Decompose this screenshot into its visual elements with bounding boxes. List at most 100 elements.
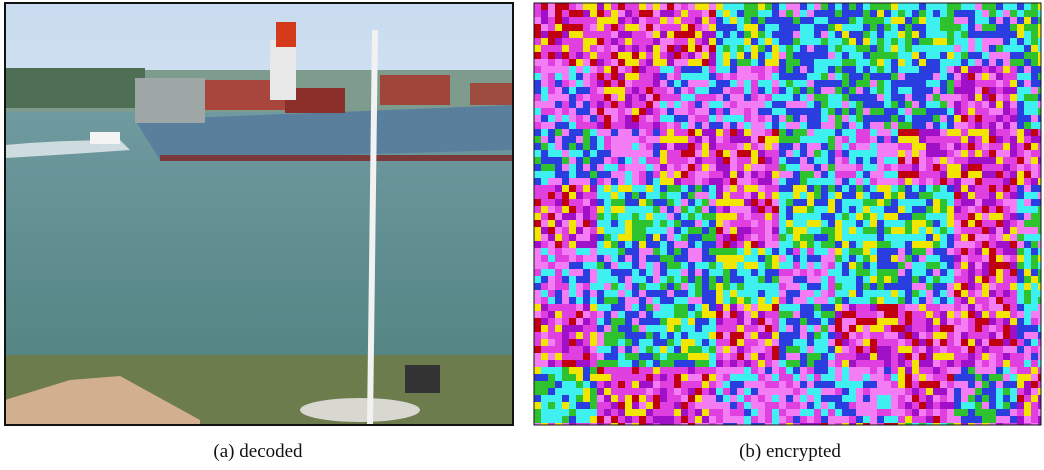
noise-cell xyxy=(709,192,716,199)
noise-cell xyxy=(576,220,583,227)
noise-cell xyxy=(765,150,772,157)
noise-cell xyxy=(961,87,968,94)
noise-cell xyxy=(681,150,688,157)
noise-cell xyxy=(632,129,639,136)
noise-cell xyxy=(632,192,639,199)
noise-cell xyxy=(653,213,660,220)
noise-cell xyxy=(961,374,968,381)
noise-cell xyxy=(751,234,758,241)
noise-cell xyxy=(744,227,751,234)
noise-cell xyxy=(618,409,625,416)
noise-cell xyxy=(569,31,576,38)
noise-cell xyxy=(870,122,877,129)
noise-cell xyxy=(772,115,779,122)
noise-cell xyxy=(1031,297,1038,304)
noise-cell xyxy=(863,115,870,122)
noise-cell xyxy=(898,101,905,108)
noise-cell xyxy=(674,136,681,143)
noise-cell xyxy=(821,59,828,66)
noise-cell xyxy=(975,213,982,220)
noise-cell xyxy=(716,150,723,157)
noise-cell xyxy=(1024,164,1031,171)
noise-cell xyxy=(709,276,716,283)
noise-cell xyxy=(989,255,996,262)
noise-cell xyxy=(723,157,730,164)
noise-cell xyxy=(828,381,835,388)
noise-cell xyxy=(779,241,786,248)
noise-cell xyxy=(765,73,772,80)
noise-cell xyxy=(898,136,905,143)
noise-cell xyxy=(793,171,800,178)
noise-cell xyxy=(618,31,625,38)
noise-cell xyxy=(660,388,667,395)
noise-cell xyxy=(1010,3,1017,10)
noise-cell xyxy=(723,101,730,108)
noise-cell xyxy=(1003,115,1010,122)
noise-cell xyxy=(800,94,807,101)
noise-cell xyxy=(947,248,954,255)
noise-cell xyxy=(940,73,947,80)
noise-cell xyxy=(968,185,975,192)
noise-cell xyxy=(1024,262,1031,269)
noise-cell xyxy=(716,87,723,94)
noise-cell xyxy=(905,24,912,31)
noise-cell xyxy=(611,220,618,227)
noise-cell xyxy=(548,206,555,213)
noise-cell xyxy=(765,80,772,87)
noise-cell xyxy=(548,80,555,87)
noise-cell xyxy=(989,171,996,178)
noise-cell xyxy=(1031,388,1038,395)
noise-cell xyxy=(814,381,821,388)
noise-cell xyxy=(793,402,800,409)
noise-cell xyxy=(751,52,758,59)
noise-cell xyxy=(933,346,940,353)
noise-cell xyxy=(1003,402,1010,409)
noise-cell xyxy=(989,262,996,269)
noise-cell xyxy=(744,416,751,423)
noise-cell xyxy=(982,213,989,220)
noise-cell xyxy=(968,213,975,220)
noise-cell xyxy=(912,332,919,339)
noise-cell xyxy=(583,80,590,87)
noise-cell xyxy=(604,17,611,24)
noise-cell xyxy=(975,339,982,346)
decoded-image xyxy=(5,3,513,425)
noise-cell xyxy=(989,24,996,31)
noise-cell xyxy=(975,192,982,199)
noise-cell xyxy=(926,234,933,241)
noise-cell xyxy=(1031,108,1038,115)
noise-cell xyxy=(639,255,646,262)
noise-cell xyxy=(814,178,821,185)
noise-cell xyxy=(884,80,891,87)
noise-cell xyxy=(562,227,569,234)
noise-cell xyxy=(688,157,695,164)
noise-cell xyxy=(548,164,555,171)
noise-cell xyxy=(667,416,674,423)
noise-cell xyxy=(800,283,807,290)
noise-cell xyxy=(1031,94,1038,101)
noise-cell xyxy=(926,24,933,31)
noise-cell xyxy=(1024,171,1031,178)
noise-cell xyxy=(555,262,562,269)
noise-cell xyxy=(912,101,919,108)
noise-cell xyxy=(730,395,737,402)
noise-cell xyxy=(555,24,562,31)
noise-cell xyxy=(562,59,569,66)
noise-cell xyxy=(681,108,688,115)
noise-cell xyxy=(674,297,681,304)
noise-cell xyxy=(828,360,835,367)
noise-cell xyxy=(905,136,912,143)
noise-cell xyxy=(548,178,555,185)
noise-cell xyxy=(905,17,912,24)
noise-cell xyxy=(975,80,982,87)
noise-cell xyxy=(821,227,828,234)
noise-cell xyxy=(604,101,611,108)
noise-cell xyxy=(681,136,688,143)
noise-cell xyxy=(604,150,611,157)
noise-cell xyxy=(996,150,1003,157)
noise-cell xyxy=(604,367,611,374)
noise-cell xyxy=(905,325,912,332)
noise-cell xyxy=(989,332,996,339)
noise-cell xyxy=(814,24,821,31)
noise-cell xyxy=(695,73,702,80)
